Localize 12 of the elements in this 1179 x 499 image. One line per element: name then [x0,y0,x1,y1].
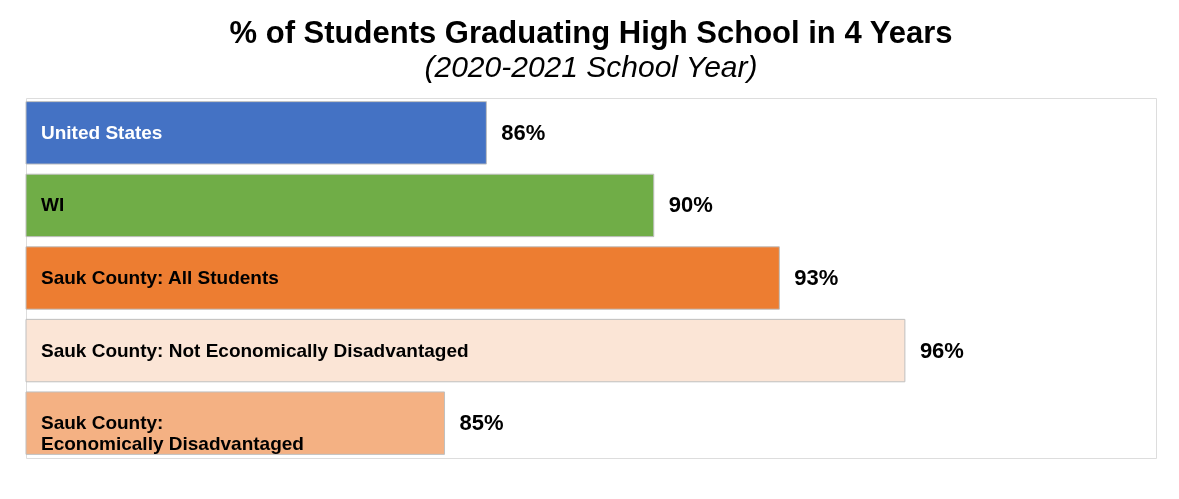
data-label: 86% [501,119,546,145]
chart-subtitle: (2020-2021 School Year) [424,50,758,83]
y-tick-label: Sauk County: All Students [41,267,279,288]
data-label: 96% [919,337,964,363]
chart-title: % of Students Graduating High School in 4 Years [229,15,953,50]
y-tick-label: United States [41,121,163,143]
y-tick-label: Sauk County: Economically Disadvantaged [41,412,304,455]
data-label: 93% [794,265,839,290]
y-tick-label: WI [41,194,65,216]
data-label: 85% [459,410,504,436]
data-label: 90% [668,192,713,218]
y-tick-label: Sauk County: Not Economically Disadvantaged [41,339,469,361]
